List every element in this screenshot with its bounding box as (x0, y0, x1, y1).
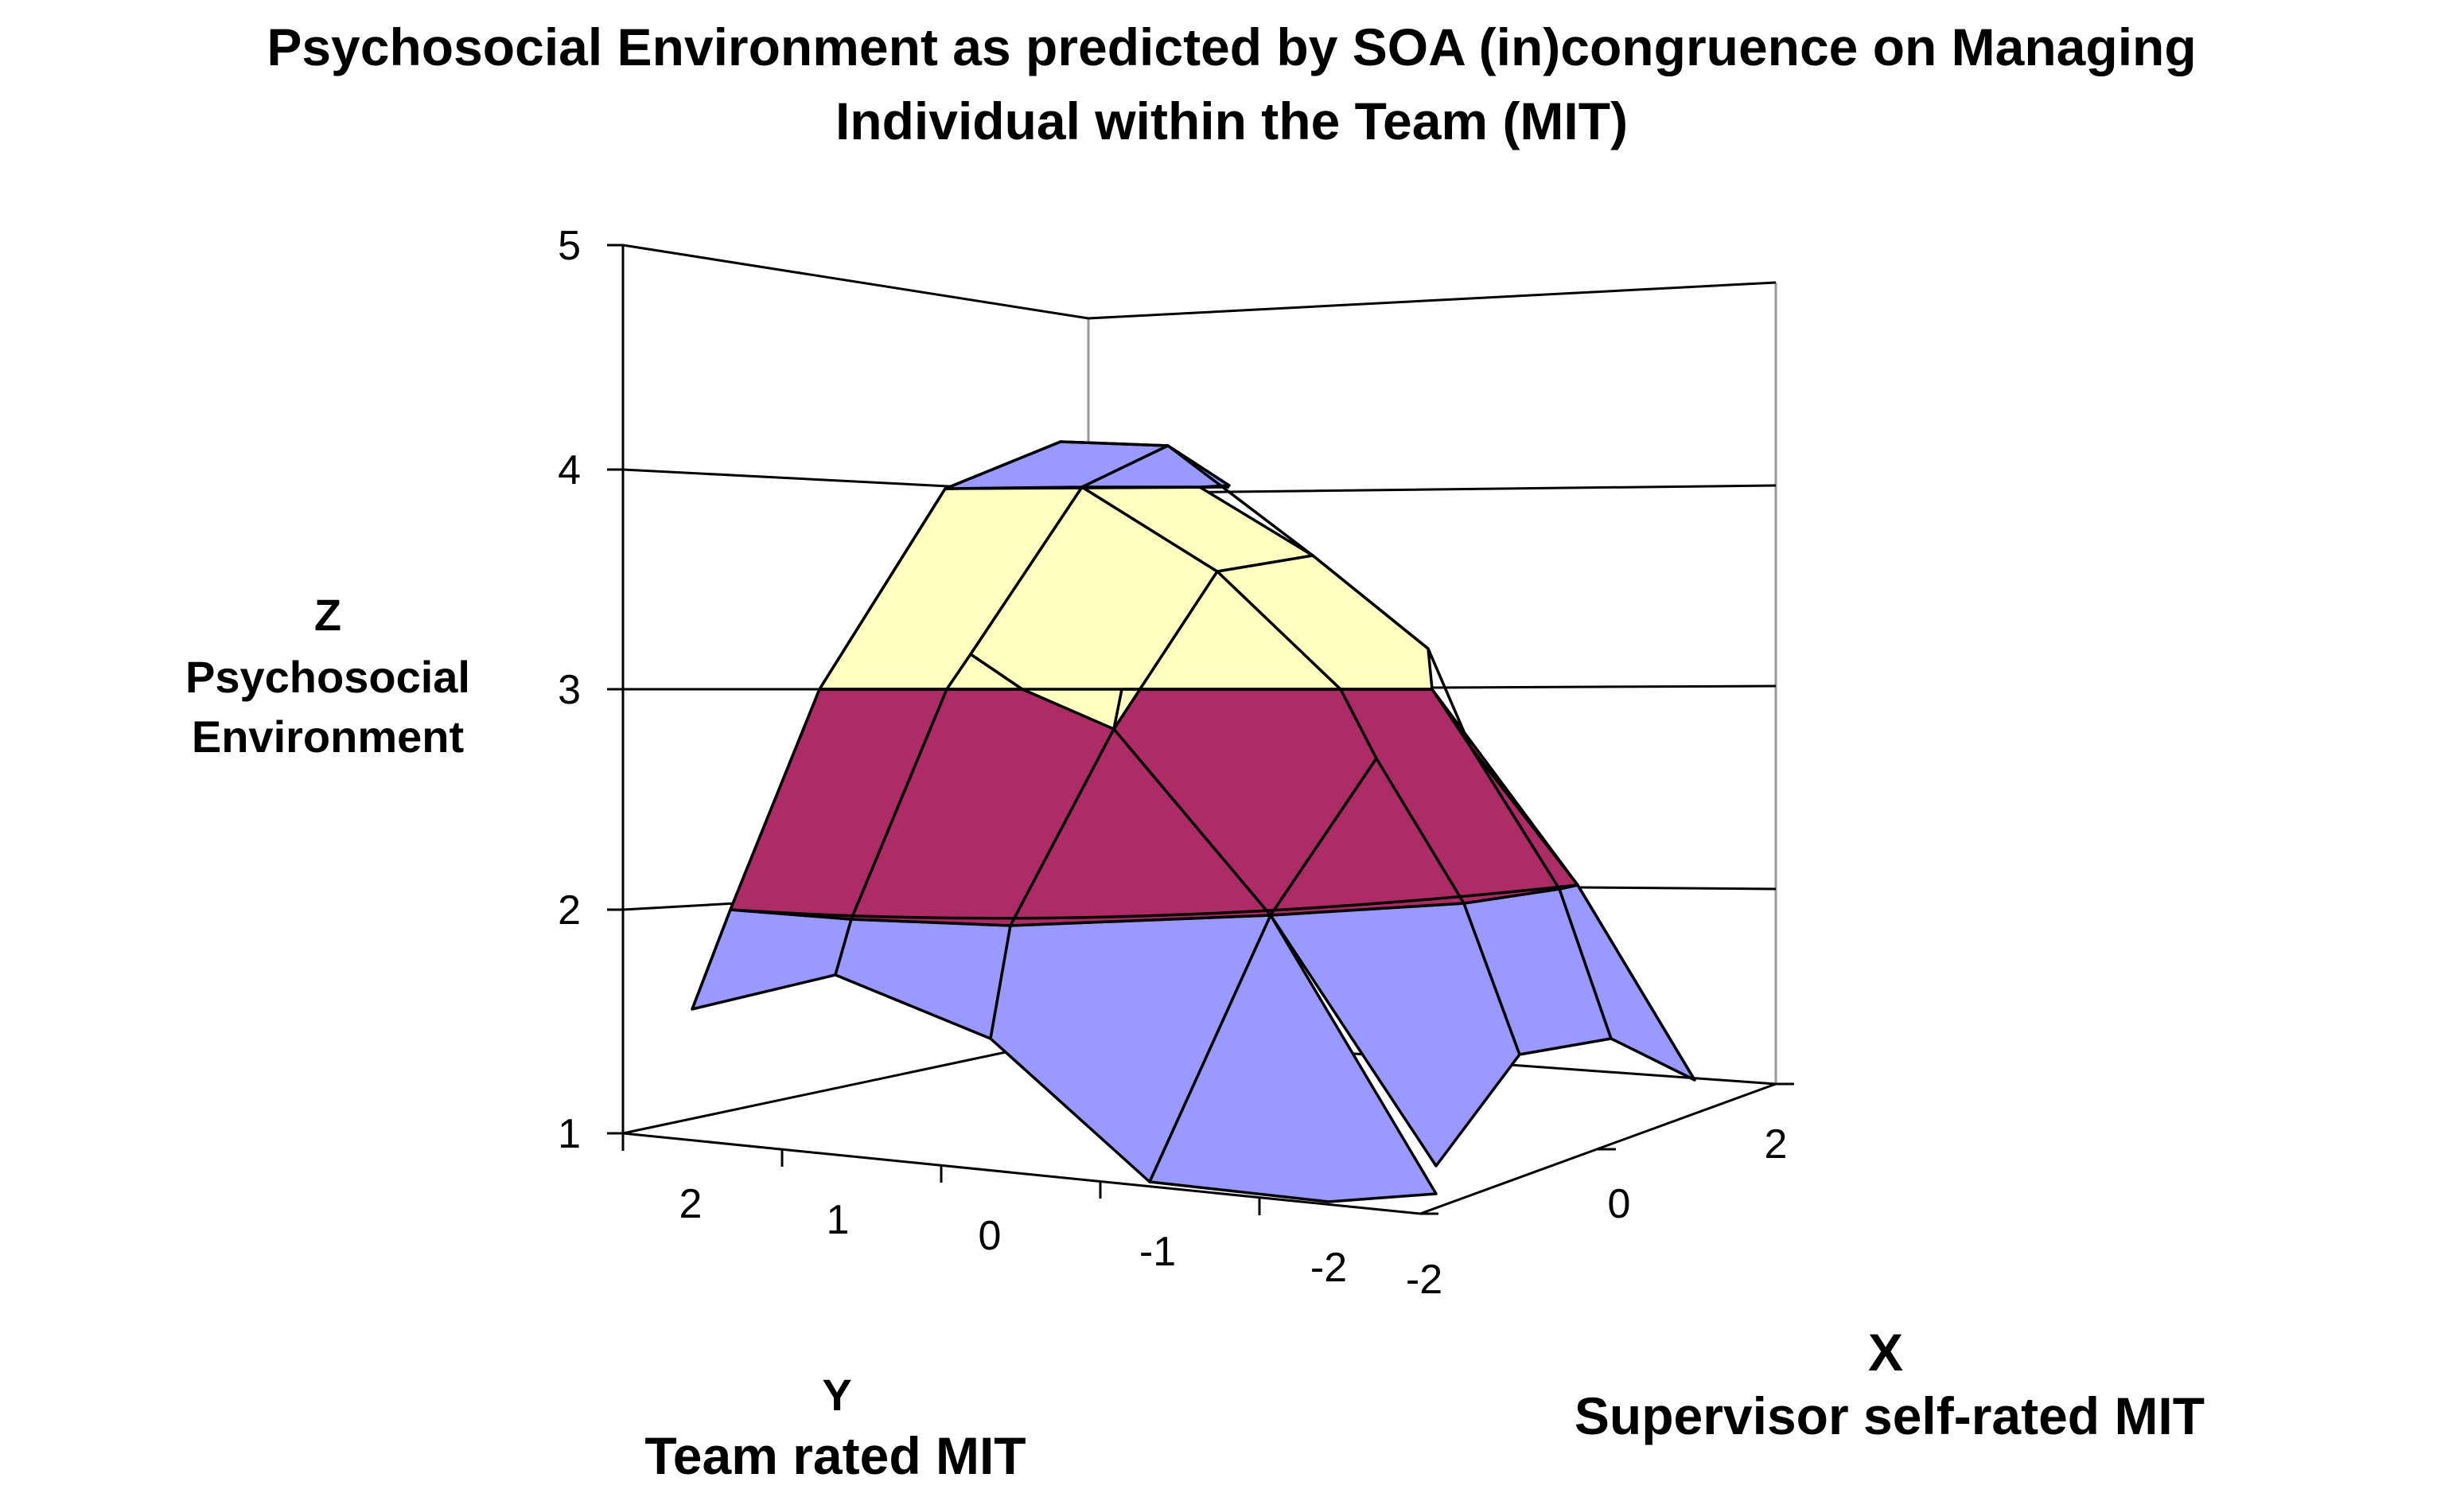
x-axis-label: Supervisor self-rated MIT (1575, 1386, 2205, 1445)
x-tick-label: -2 (1406, 1257, 1442, 1303)
z-tick-labels: 5 4 3 2 1 (558, 223, 581, 1157)
surface-silhouette (691, 440, 1696, 1081)
y-tick-label: -2 (1310, 1245, 1347, 1291)
z-tick-label: 3 (558, 667, 581, 713)
y-tick-label: 2 (679, 1181, 703, 1227)
contour-z4 (944, 485, 1230, 490)
z-axis-label-line1: Psychosocial (185, 652, 470, 702)
surface-facet (691, 908, 853, 1011)
y-tick-label: 1 (827, 1197, 850, 1243)
z-tick-label: 1 (558, 1111, 581, 1157)
x-axis-letter: X (1868, 1323, 1903, 1382)
x-axis-title: X Supervisor self-rated MIT (1575, 1323, 2205, 1445)
x-tick-label: 2 (1765, 1121, 1788, 1168)
x-tick-labels: -2 0 2 (1406, 1121, 1788, 1303)
z-axis-letter: Z (314, 590, 341, 640)
y-tick-label: -1 (1139, 1229, 1176, 1275)
z-axis-title: Z Psychosocial Environment (185, 590, 470, 762)
z-axis-label-line2: Environment (192, 712, 464, 762)
y-axis-letter: Y (822, 1370, 851, 1420)
z-tick-label: 4 (558, 447, 581, 493)
gridline-z5 (622, 244, 1777, 320)
surface-facet (834, 918, 1012, 1040)
surface-facet (1148, 914, 1438, 1203)
y-axis-title: Y Team rated MIT (644, 1370, 1026, 1485)
z-tick-label: 2 (558, 887, 581, 934)
surface-facet (1216, 554, 1434, 691)
chart-title-line2: Individual within the Team (MIT) (835, 92, 1628, 150)
surface-mesh (691, 440, 1696, 1203)
contour-z2 (730, 883, 1578, 920)
x-tick-label: 0 (1608, 1181, 1631, 1227)
z-tick-label: 5 (558, 223, 581, 269)
y-tick-label: 0 (979, 1213, 1002, 1259)
chart-title: Psychosocial Environment as predicted by… (267, 18, 2196, 76)
y-tick-labels: 2 1 0 -1 -2 (679, 1181, 1348, 1291)
y-axis-label: Team rated MIT (644, 1426, 1026, 1485)
y-axis-line (622, 1132, 1421, 1215)
